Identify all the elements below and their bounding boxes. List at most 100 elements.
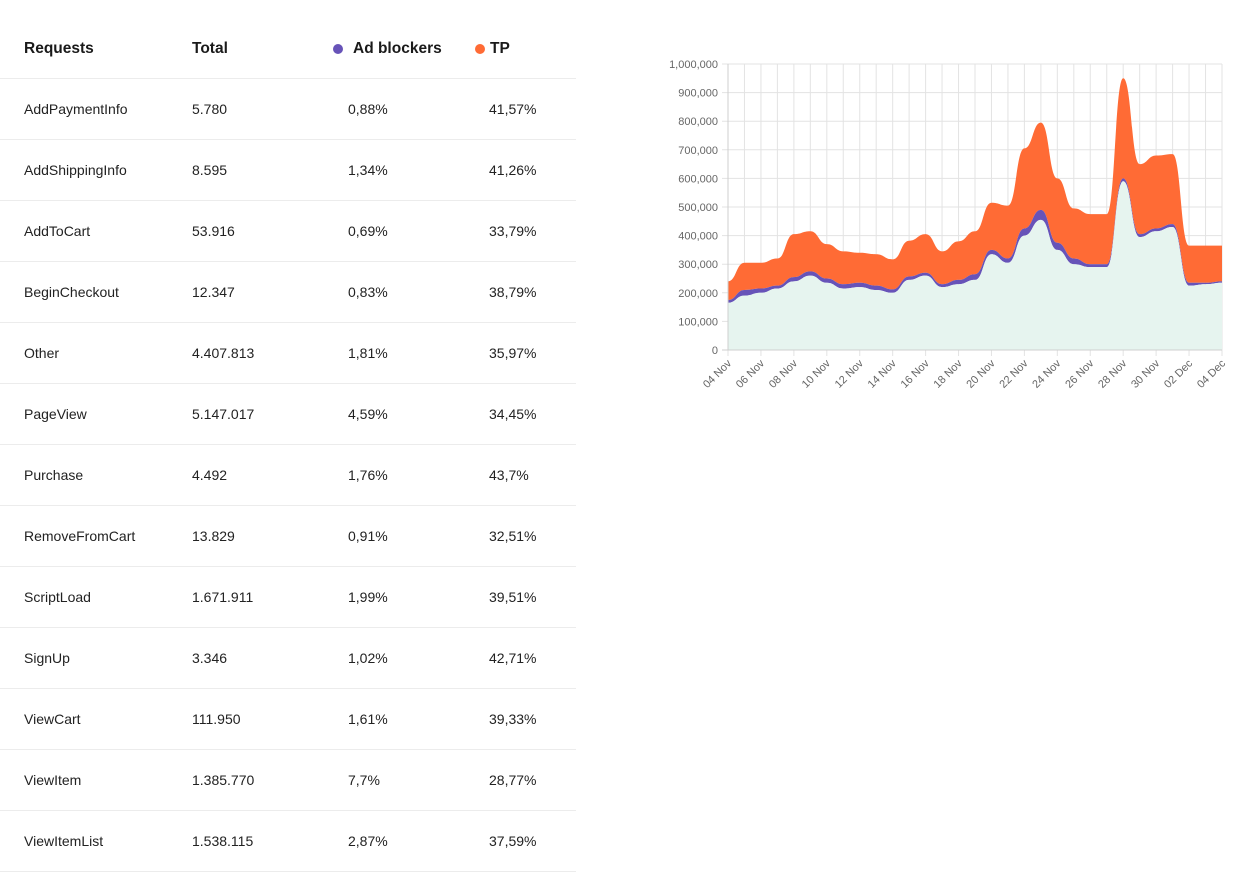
x-tick-label: 14 Nov: [866, 357, 899, 390]
cell-name: AddPaymentInfo: [24, 101, 128, 117]
table-row: Other 4.407.813 1,81% 35,97%: [0, 323, 576, 384]
y-tick-label: 900,000: [678, 88, 718, 100]
cell-ad-blockers: 2,87%: [348, 833, 388, 849]
y-tick-label: 500,000: [678, 202, 718, 214]
y-tick-label: 100,000: [678, 316, 718, 328]
cell-ad-blockers: 1,99%: [348, 589, 388, 605]
area-series-ad-blockers[interactable]: [728, 178, 1222, 303]
chart-svg: 0 100,000 200,000 300,000 400,000 500,000 600,…: [669, 59, 1228, 391]
cell-ad-blockers: 0,83%: [348, 284, 388, 300]
x-tick-label: 30 Nov: [1129, 357, 1162, 390]
x-tick-label: 28 Nov: [1096, 357, 1129, 390]
cell-tp: 28,77%: [489, 772, 537, 788]
cell-name: Purchase: [24, 467, 84, 483]
table-row: ViewCart 111.950 1,61% 39,33%: [0, 689, 576, 750]
table-row: RemoveFromCart 13.829 0,91% 32,51%: [0, 506, 576, 567]
cell-name: BeginCheckout: [24, 284, 119, 300]
y-tick-label: 700,000: [678, 145, 718, 157]
table-row: PageView 5.147.017 4,59% 34,45%: [0, 384, 576, 445]
header-tp[interactable]: TP: [465, 40, 576, 58]
x-tick-label: 02 Dec: [1162, 357, 1195, 390]
cell-name: AddShippingInfo: [24, 162, 127, 178]
header-ad-blockers[interactable]: Ad blockers: [324, 40, 465, 58]
cell-ad-blockers: 7,7%: [348, 772, 380, 788]
cell-name: SignUp: [24, 650, 70, 666]
cell-total: 5.147.017: [192, 406, 255, 422]
y-tick-label: 1,000,000: [669, 59, 718, 71]
header-requests[interactable]: Requests: [24, 40, 94, 57]
cell-total: 5.780: [192, 101, 228, 117]
cell-name: Other: [24, 345, 60, 361]
table-row: BeginCheckout 12.347 0,83% 38,79%: [0, 262, 576, 323]
cell-ad-blockers: 1,61%: [348, 711, 388, 727]
x-tick-label: 08 Nov: [767, 357, 800, 390]
cell-total: 53.916: [192, 223, 235, 239]
table-row: SignUp 3.346 1,02% 42,71%: [0, 628, 576, 689]
cell-tp: 41,57%: [489, 101, 537, 117]
x-tick-label: 04 Nov: [701, 357, 734, 390]
cell-tp: 33,79%: [489, 223, 537, 239]
cell-name: ViewItem: [24, 772, 82, 788]
table-row: AddPaymentInfo 5.780 0,88% 41,57%: [0, 79, 576, 140]
cell-total: 8.595: [192, 162, 228, 178]
cell-total: 4.492: [192, 467, 228, 483]
table-row: AddShippingInfo 8.595 1,34% 41,26%: [0, 140, 576, 201]
x-tick-label: 24 Nov: [1030, 357, 1063, 390]
cell-ad-blockers: 1,02%: [348, 650, 388, 666]
cell-total: 1.385.770: [192, 772, 255, 788]
x-tick-label: 22 Nov: [997, 357, 1030, 390]
x-tick-label: 04 Dec: [1195, 357, 1228, 390]
cell-tp: 42,71%: [489, 650, 537, 666]
area-series-base[interactable]: [728, 181, 1222, 350]
header-total[interactable]: Total: [192, 40, 228, 57]
y-tick-label: 400,000: [678, 231, 718, 243]
requests-table: Requests Total Ad blockers TP AddPayment…: [0, 20, 576, 872]
cell-tp: 35,97%: [489, 345, 537, 361]
cell-tp: 39,33%: [489, 711, 537, 727]
x-tick-label: 10 Nov: [800, 357, 833, 390]
x-tick-label: 16 Nov: [899, 357, 932, 390]
cell-tp: 43,7%: [489, 467, 529, 483]
table-row: ViewItem 1.385.770 7,7% 28,77%: [0, 750, 576, 811]
table-row: Purchase 4.492 1,76% 43,7%: [0, 445, 576, 506]
cell-tp: 32,51%: [489, 528, 537, 544]
table-row: ScriptLoad 1.671.911 1,99% 39,51%: [0, 567, 576, 628]
y-tick-label: 0: [712, 345, 718, 357]
tp-label: TP: [490, 40, 510, 57]
x-tick-label: 26 Nov: [1063, 357, 1096, 390]
table-header: Requests Total Ad blockers TP: [0, 20, 576, 79]
cell-ad-blockers: 4,59%: [348, 406, 388, 422]
cell-total: 13.829: [192, 528, 235, 544]
table-body: AddPaymentInfo 5.780 0,88% 41,57% AddShippin…: [0, 79, 576, 872]
table-row: AddToCart 53.916 0,69% 33,79%: [0, 201, 576, 262]
table-row: ViewItemList 1.538.115 2,87% 37,59%: [0, 811, 576, 872]
cell-total: 1.671.911: [192, 589, 254, 605]
cell-name: ScriptLoad: [24, 589, 91, 605]
x-tick-label: 06 Nov: [734, 357, 767, 390]
cell-ad-blockers: 1,81%: [348, 345, 388, 361]
area-chart: 0 100,000 200,000 300,000 400,000 500,000 600,…: [650, 50, 1244, 420]
cell-ad-blockers: 0,69%: [348, 223, 388, 239]
cell-name: ViewCart: [24, 711, 81, 727]
cell-total: 3.346: [192, 650, 228, 666]
ad-blockers-label: Ad blockers: [353, 40, 442, 57]
y-tick-label: 200,000: [678, 288, 718, 300]
ad-blockers-legend-dot: [333, 44, 343, 54]
y-tick-label: 800,000: [678, 116, 718, 128]
cell-ad-blockers: 1,76%: [348, 467, 388, 483]
y-tick-label: 600,000: [678, 173, 718, 185]
cell-total: 4.407.813: [192, 345, 255, 361]
cell-ad-blockers: 0,88%: [348, 101, 388, 117]
area-series-tp[interactable]: [728, 78, 1222, 300]
x-tick-label: 18 Nov: [932, 357, 965, 390]
x-tick-label: 12 Nov: [833, 357, 866, 390]
cell-name: AddToCart: [24, 223, 91, 239]
x-tick-label: 20 Nov: [964, 357, 997, 390]
cell-total: 12.347: [192, 284, 235, 300]
cell-total: 1.538.115: [192, 833, 254, 849]
cell-ad-blockers: 0,91%: [348, 528, 388, 544]
cell-ad-blockers: 1,34%: [348, 162, 388, 178]
tp-legend-dot: [475, 44, 485, 54]
cell-name: PageView: [24, 406, 87, 422]
cell-tp: 37,59%: [489, 833, 537, 849]
